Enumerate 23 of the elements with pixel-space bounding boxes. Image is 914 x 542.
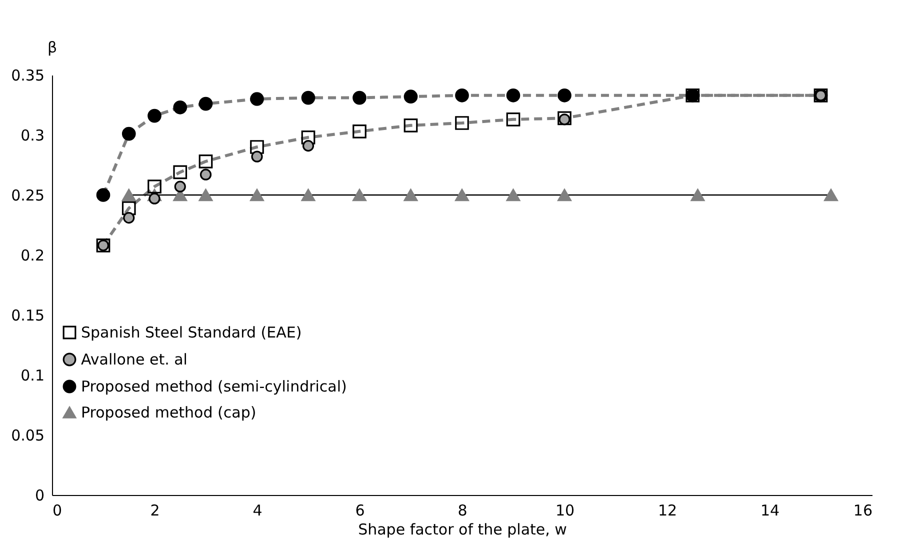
y-tick-label: 0.05 — [11, 426, 44, 444]
y-tick-label: 0.2 — [20, 246, 44, 264]
x-tick-label: 8 — [458, 502, 468, 520]
x-tick-label: 0 — [52, 502, 62, 520]
y-tick-label: 0.15 — [11, 306, 44, 324]
y-tick-label: 0 — [34, 486, 44, 504]
y-tick-label: 0.25 — [11, 186, 44, 204]
x-tick-label: 6 — [355, 502, 365, 520]
legend-label: Spanish Steel Standard (EAE) — [81, 324, 302, 342]
x-tick-label: 16 — [853, 502, 872, 520]
x-tick-label: 10 — [555, 502, 575, 520]
y-tick-label: 0.3 — [20, 126, 44, 144]
legend-label: Proposed method (semi-cylindrical) — [81, 378, 347, 396]
legend-label: Proposed method (cap) — [81, 404, 256, 422]
y-tick-label: 0.1 — [20, 366, 44, 384]
x-tick-label: 14 — [760, 502, 780, 520]
x-tick-label: 2 — [150, 502, 160, 520]
y-tick-label: 0.35 — [11, 66, 44, 84]
legend-label: Avallone et. al — [81, 350, 188, 368]
y-axis-title: β — [48, 38, 58, 56]
x-axis-title: Shape factor of the plate, w — [358, 520, 567, 538]
x-tick-label: 12 — [658, 502, 678, 520]
x-tick-label: 4 — [252, 502, 262, 520]
